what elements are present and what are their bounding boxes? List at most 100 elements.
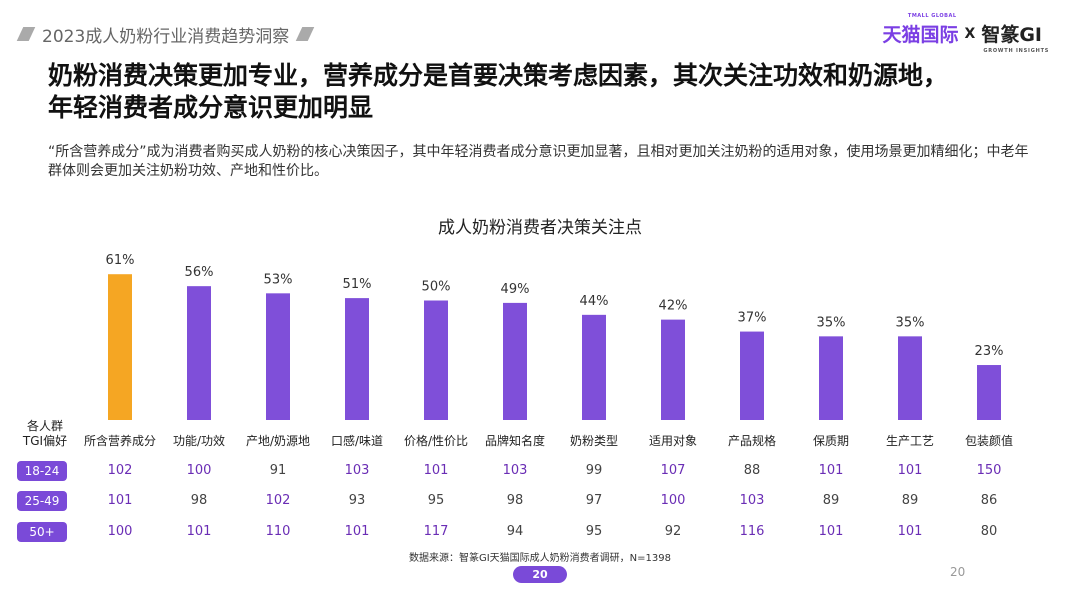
tgi-cell: 100 <box>660 493 686 508</box>
tgi-group-pill: 18-24 <box>17 461 67 481</box>
bar-value-label-9: 37% <box>738 311 767 326</box>
tgi-cell: 101 <box>897 524 923 539</box>
tgi-cell: 86 <box>980 493 998 508</box>
tgi-cell: 103 <box>502 463 528 478</box>
tgi-cell: 94 <box>506 524 524 539</box>
tmall-global-logo-text: 天猫国际 <box>882 24 959 46</box>
bar-value-label-6: 49% <box>501 282 530 297</box>
bar-11 <box>898 336 922 420</box>
tgi-row: 100 101 110 101 117 94 95 92 116 101 101 80 <box>0 522 1080 542</box>
bar-value-label-8: 42% <box>659 299 688 314</box>
tgi-cell: 95 <box>585 524 603 539</box>
headline-line-2: 年轻消费者成分意识更加明显 <box>48 93 374 122</box>
tgi-cell: 89 <box>901 493 919 508</box>
category-label-1: 所含营养成分 <box>84 433 156 448</box>
bar-value-label-11: 35% <box>896 315 925 330</box>
brand-separator: X <box>964 25 976 42</box>
bar-value-label-7: 44% <box>580 294 609 309</box>
tgi-cell: 88 <box>743 463 761 478</box>
category-label-7: 奶粉类型 <box>570 434 618 448</box>
tgi-cell: 99 <box>585 463 603 478</box>
tgi-cell: 110 <box>265 524 291 539</box>
tgi-cell: 89 <box>822 493 840 508</box>
tgi-group-pill: 25-49 <box>17 491 67 511</box>
tgi-cell: 150 <box>976 463 1002 478</box>
tgi-cell: 98 <box>506 493 524 508</box>
tgi-cell: 101 <box>818 524 844 539</box>
chart-title: 成人奶粉消费者决策关注点 <box>438 218 642 238</box>
headline-line-1: 奶粉消费决策更加专业，营养成分是首要决策考虑因素，其次关注功效和奶源地， <box>48 61 949 90</box>
bar-3 <box>266 293 290 420</box>
tgi-cell: 101 <box>344 524 370 539</box>
bar-chart: 61% 所含营养成分 56% 功能/功效 53% 产地/奶源地 51% 口感/味道 50% 价格/… <box>84 253 1013 448</box>
bar-value-label-1: 61% <box>106 253 135 268</box>
bar-1 <box>108 274 132 420</box>
bar-value-label-3: 53% <box>264 272 293 287</box>
category-label-11: 生产工艺 <box>886 434 934 448</box>
growth-insights-logo-text: 智篆GI <box>981 24 1042 46</box>
bar-12 <box>977 365 1001 420</box>
category-label-6: 品牌知名度 <box>485 433 545 448</box>
bar-9 <box>740 331 764 420</box>
tgi-label-line-1: 各人群 <box>26 419 63 433</box>
page-number: 20 <box>950 565 966 579</box>
growth-insights-logo-subtext: GROWTH INSIGHTS <box>983 48 1050 54</box>
tgi-cell: 117 <box>423 524 449 539</box>
bar-value-label-4: 51% <box>343 277 372 292</box>
tgi-cell: 103 <box>344 463 370 478</box>
page-subtext: “所含营养成分”成为消费者购买成人奶粉的核心决策因子，其中年轻消费者成分意识更加… <box>48 144 1029 179</box>
tgi-label-line-2: TGI偏好 <box>22 434 68 448</box>
tgi-cell: 101 <box>186 524 212 539</box>
tgi-cell: 95 <box>427 493 445 508</box>
tmall-global-logo-subtext: TMALL GLOBAL <box>907 13 957 19</box>
page-headline: 奶粉消费决策更加专业，营养成分是首要决策考虑因素，其次关注功效和奶源地， 年轻消… <box>48 60 1048 124</box>
bar-8 <box>661 319 685 420</box>
tgi-cell: 101 <box>423 463 449 478</box>
report-title: 2023成人奶粉行业消费趋势洞察 <box>42 26 290 47</box>
tgi-cell: 107 <box>660 463 686 478</box>
tgi-cell: 116 <box>739 524 765 539</box>
bar-5 <box>424 300 448 420</box>
tgi-cell: 97 <box>585 493 603 508</box>
tgi-table-label: 各人群 TGI偏好 <box>10 419 80 449</box>
tgi-cell: 100 <box>107 524 133 539</box>
bar-2 <box>187 286 211 420</box>
bar-7 <box>582 314 606 420</box>
tgi-cell: 101 <box>897 463 923 478</box>
tgi-group-pill: 50+ <box>17 522 67 542</box>
brand-logos: 天猫国际 TMALL GLOBAL X 智篆GI GROWTH INSIGHTS <box>882 13 1049 54</box>
tgi-cell: 91 <box>269 463 287 478</box>
tgi-cell: 92 <box>664 524 682 539</box>
tmall-global-logo: 天猫国际 TMALL GLOBAL <box>882 13 959 47</box>
data-source-note: 数据来源：智篆GI天猫国际成人奶粉消费者调研，N=1398 <box>408 553 671 564</box>
category-label-4: 口感/味道 <box>331 433 383 448</box>
tgi-cell: 101 <box>107 493 133 508</box>
bar-value-label-2: 56% <box>185 265 214 280</box>
tgi-cell: 102 <box>265 493 291 508</box>
category-label-10: 保质期 <box>813 434 849 448</box>
tgi-cell: 103 <box>739 493 765 508</box>
report-title-bar: 2023成人奶粉行业消费趋势洞察 <box>16 20 315 48</box>
page-pill: 20 <box>513 566 567 583</box>
bar-10 <box>819 336 843 420</box>
bar-value-label-10: 35% <box>817 315 846 330</box>
tgi-cell: 100 <box>186 463 212 478</box>
bar-6 <box>503 302 527 420</box>
tgi-cell: 98 <box>190 493 208 508</box>
category-label-9: 产品规格 <box>728 433 776 448</box>
bar-4 <box>345 298 369 420</box>
tgi-cell: 80 <box>980 524 998 539</box>
category-label-12: 包装颜值 <box>965 433 1013 448</box>
tgi-cell: 102 <box>107 463 133 478</box>
bar-value-label-5: 50% <box>422 280 451 295</box>
category-label-5: 价格/性价比 <box>404 433 468 448</box>
tgi-row: 101 98 102 93 95 98 97 100 103 89 89 86 <box>0 491 1080 511</box>
growth-insights-logo: 智篆GI GROWTH INSIGHTS <box>981 20 1048 54</box>
top-bar: 2023成人奶粉行业消费趋势洞察 天猫国际 TMALL GLOBAL X 智篆G… <box>0 0 1080 56</box>
category-label-2: 功能/功效 <box>173 433 225 448</box>
bar-value-label-12: 23% <box>975 344 1004 359</box>
tgi-cell: 101 <box>818 463 844 478</box>
category-label-8: 适用对象 <box>649 434 697 448</box>
tgi-row: 102 100 91 103 101 103 99 107 88 101 101 150 <box>0 461 1080 481</box>
category-label-3: 产地/奶源地 <box>246 434 310 448</box>
